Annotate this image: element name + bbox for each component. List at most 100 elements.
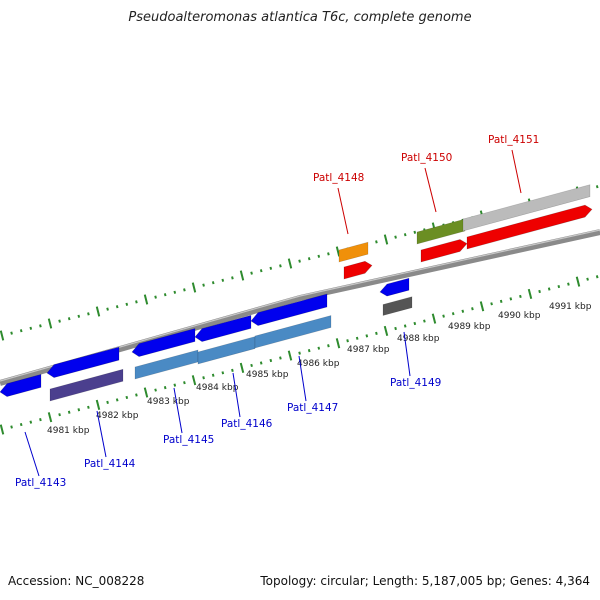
upper-tick bbox=[231, 276, 234, 280]
lower-tick bbox=[250, 363, 253, 368]
lower-tick bbox=[143, 387, 149, 398]
scale-label: 4985 kbp bbox=[246, 370, 289, 380]
lower-tick bbox=[327, 344, 330, 348]
topology-text: Topology: circular; Length: 5,187,005 bp… bbox=[260, 574, 590, 588]
gene-label[interactable]: Patl_4150 bbox=[401, 152, 452, 164]
upper-tick bbox=[10, 331, 13, 335]
scale-label: 4987 kbp bbox=[347, 345, 390, 355]
upper-tick bbox=[335, 246, 341, 257]
scale-label: 4983 kbp bbox=[147, 397, 190, 407]
lower-tick bbox=[375, 331, 378, 335]
gene-leader-line bbox=[337, 187, 349, 235]
lower-tick bbox=[58, 413, 61, 417]
gene-label[interactable]: Patl_4146 bbox=[221, 418, 273, 430]
lower-tick bbox=[431, 313, 437, 324]
upper-tick bbox=[279, 264, 282, 268]
lower-tick bbox=[355, 336, 359, 340]
gene-feature-bar-patl-4147[interactable] bbox=[254, 315, 332, 349]
lower-tick bbox=[39, 418, 42, 422]
lower-tick bbox=[67, 410, 71, 414]
gene-label[interactable]: Patl_4148 bbox=[313, 172, 364, 184]
lower-tick bbox=[154, 388, 157, 392]
gene-arrow-patl-4144[interactable] bbox=[46, 346, 120, 378]
upper-tick bbox=[327, 252, 330, 256]
gene-leader-line bbox=[24, 431, 40, 477]
lower-tick bbox=[106, 400, 109, 404]
gene-feature-bar-patl-4144[interactable] bbox=[49, 368, 124, 402]
gene-feature-bar-patl-4146[interactable] bbox=[197, 336, 256, 365]
lower-tick bbox=[451, 312, 455, 316]
lower-tick bbox=[575, 276, 581, 287]
upper-tick bbox=[183, 288, 186, 292]
lower-tick bbox=[183, 381, 186, 385]
lower-tick bbox=[509, 297, 513, 301]
gene-label[interactable]: Patl_4147 bbox=[287, 402, 338, 414]
gene-leader-line bbox=[424, 167, 437, 213]
lower-tick bbox=[10, 425, 13, 429]
gene-label[interactable]: Patl_4144 bbox=[84, 458, 136, 470]
upper-tick bbox=[287, 258, 293, 269]
gene-arrow-patl-4149[interactable] bbox=[379, 277, 410, 297]
gene-feature-bar-patl-4149[interactable] bbox=[382, 296, 413, 316]
lower-tick bbox=[335, 338, 341, 349]
gene-feature-bar-patl-4148[interactable] bbox=[338, 241, 369, 263]
upper-tick bbox=[47, 318, 53, 329]
lower-tick bbox=[595, 275, 599, 279]
gene-leader-line bbox=[511, 149, 522, 194]
scale-label: 4988 kbp bbox=[397, 334, 440, 344]
lower-tick bbox=[479, 301, 485, 312]
gene-arrow-patl-4145[interactable] bbox=[131, 328, 196, 357]
upper-tick bbox=[19, 329, 23, 333]
upper-tick bbox=[394, 235, 397, 239]
lower-tick bbox=[307, 349, 311, 353]
gene-arrow-patl-4147[interactable] bbox=[250, 293, 328, 326]
gene-leader-line bbox=[403, 331, 411, 377]
lower-tick bbox=[394, 326, 397, 331]
gene-label[interactable]: Patl_4151 bbox=[488, 134, 539, 146]
gene-arrow-patl-4148[interactable] bbox=[343, 260, 373, 280]
scale-label: 4986 kbp bbox=[297, 359, 340, 369]
lower-tick bbox=[211, 373, 215, 377]
upper-tick bbox=[375, 240, 378, 244]
upper-tick bbox=[298, 259, 301, 263]
lower-tick bbox=[87, 405, 90, 409]
lower-tick bbox=[538, 289, 541, 294]
scale-label: 4981 kbp bbox=[47, 426, 90, 436]
upper-tick bbox=[143, 294, 149, 305]
gene-label[interactable]: Patl_4143 bbox=[15, 477, 66, 489]
scale-label: 4984 kbp bbox=[196, 383, 239, 393]
lower-tick bbox=[383, 325, 389, 337]
gene-feature-bar-patl-4150[interactable] bbox=[416, 218, 466, 245]
gene-feature-group bbox=[0, 184, 593, 402]
lower-tick bbox=[47, 412, 53, 423]
lower-tick bbox=[163, 385, 167, 390]
gene-feature-bar-patl-4151[interactable] bbox=[462, 184, 591, 232]
gene-label[interactable]: Patl_4149 bbox=[390, 377, 441, 389]
gene-label[interactable]: Patl_4145 bbox=[163, 434, 214, 446]
lower-tick bbox=[287, 350, 293, 361]
upper-tick bbox=[115, 305, 119, 309]
upper-tick bbox=[191, 282, 197, 293]
lower-tick bbox=[471, 307, 474, 311]
lower-tick bbox=[499, 299, 503, 303]
lower-tick bbox=[135, 393, 138, 397]
upper-tick bbox=[125, 302, 129, 306]
gene-arrow-patl-4143[interactable] bbox=[0, 374, 42, 397]
lower-tick bbox=[77, 408, 81, 412]
lower-tick bbox=[298, 351, 301, 355]
upper-tick bbox=[29, 326, 33, 330]
upper-tick bbox=[135, 300, 138, 304]
upper-tick bbox=[39, 324, 42, 328]
lower-tick bbox=[191, 375, 197, 386]
gene-arrow-patl-4150[interactable] bbox=[420, 239, 468, 263]
lower-tick bbox=[490, 302, 493, 306]
lower-tick bbox=[461, 309, 465, 313]
upper-tick bbox=[259, 269, 263, 273]
upper-tick bbox=[595, 185, 599, 189]
gene-arrow-patl-4146[interactable] bbox=[194, 315, 252, 342]
lower-tick-track bbox=[0, 275, 599, 435]
gene-arrow-patl-4151[interactable] bbox=[466, 204, 593, 250]
upper-tick bbox=[307, 257, 311, 261]
gene-leader-line bbox=[298, 355, 307, 402]
lower-tick bbox=[202, 376, 205, 380]
